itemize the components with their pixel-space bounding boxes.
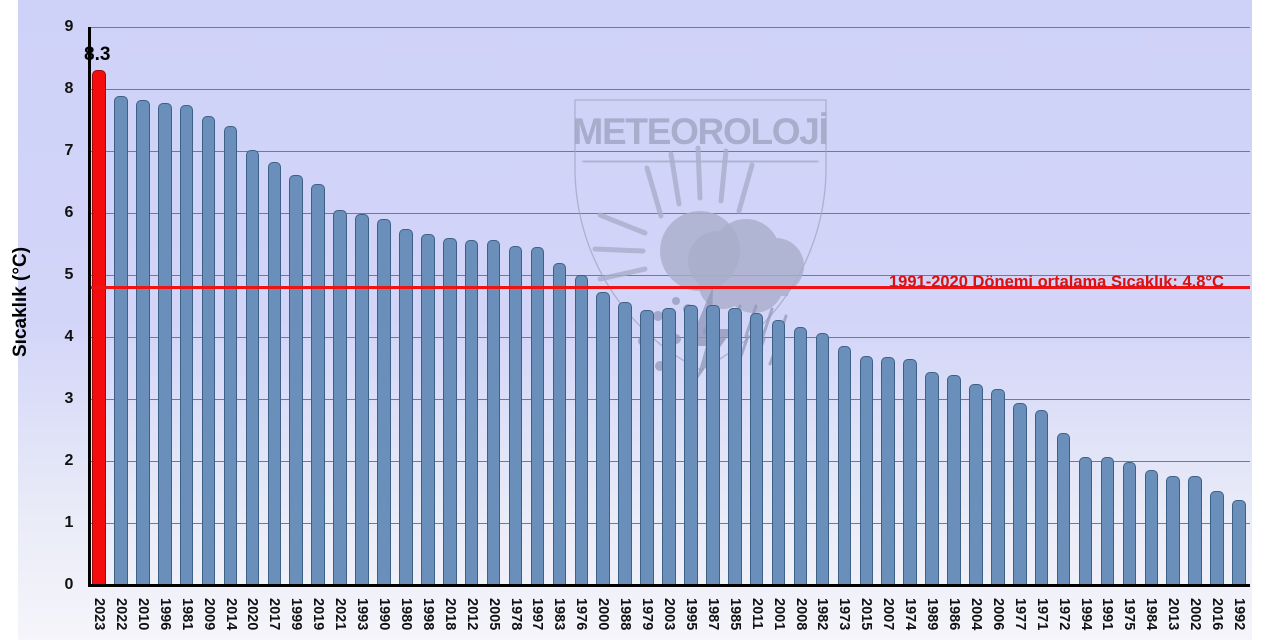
- svg-text:METEOROLOJİ: METEOROLOJİ: [573, 111, 828, 152]
